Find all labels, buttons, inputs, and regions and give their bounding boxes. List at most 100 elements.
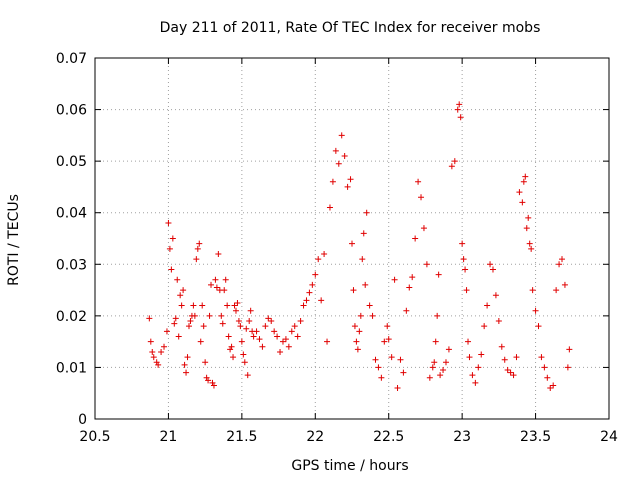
data-point bbox=[222, 276, 229, 283]
data-point bbox=[362, 281, 369, 288]
y-tick-label: 0.03 bbox=[56, 257, 87, 273]
data-point bbox=[381, 338, 388, 345]
data-point bbox=[187, 318, 194, 325]
data-point bbox=[172, 315, 179, 322]
data-point bbox=[460, 256, 467, 263]
x-tick-label: 21.5 bbox=[226, 429, 257, 445]
data-point bbox=[541, 364, 548, 371]
data-point bbox=[241, 359, 248, 366]
data-point bbox=[369, 312, 376, 319]
data-point bbox=[177, 292, 184, 299]
data-point bbox=[240, 351, 247, 358]
data-point bbox=[312, 271, 319, 278]
data-point bbox=[478, 351, 485, 358]
data-point bbox=[435, 271, 442, 278]
data-point bbox=[523, 225, 530, 232]
data-point bbox=[553, 287, 560, 294]
x-tick-label: 22.5 bbox=[373, 429, 404, 445]
data-point bbox=[146, 315, 153, 322]
data-point bbox=[385, 336, 392, 343]
data-point bbox=[566, 346, 573, 353]
data-point bbox=[224, 302, 231, 309]
data-point bbox=[206, 312, 213, 319]
data-point bbox=[341, 152, 348, 159]
data-point bbox=[437, 372, 444, 379]
data-point bbox=[356, 328, 363, 335]
data-point bbox=[359, 256, 366, 263]
data-point bbox=[507, 369, 514, 376]
data-point bbox=[492, 292, 499, 299]
x-tick-label: 24 bbox=[600, 429, 618, 445]
data-point bbox=[231, 302, 238, 309]
data-point bbox=[262, 323, 269, 330]
ticks: 20.5 21 21.5 22 22.5 23 23.5 24 0 0.01 0.02 0.03 0.0… bbox=[56, 51, 618, 445]
data-point bbox=[522, 173, 529, 180]
data-point bbox=[265, 315, 272, 322]
data-point bbox=[516, 189, 523, 196]
data-point bbox=[350, 287, 357, 294]
data-point bbox=[306, 289, 313, 296]
data-point bbox=[297, 318, 304, 325]
data-point bbox=[448, 163, 455, 170]
data-point bbox=[472, 379, 479, 386]
data-point bbox=[153, 359, 160, 366]
data-point bbox=[397, 356, 404, 363]
data-point bbox=[209, 379, 216, 386]
y-tick-label: 0.04 bbox=[56, 206, 87, 222]
data-point bbox=[268, 318, 275, 325]
x-tick-label: 20.5 bbox=[79, 429, 110, 445]
data-point bbox=[403, 307, 410, 314]
data-point bbox=[412, 235, 419, 242]
data-point bbox=[218, 312, 225, 319]
data-point bbox=[203, 374, 210, 381]
data-point bbox=[466, 354, 473, 361]
data-point bbox=[197, 338, 204, 345]
data-point bbox=[432, 338, 439, 345]
data-point bbox=[212, 276, 219, 283]
x-tick-label: 21 bbox=[160, 429, 178, 445]
data-point bbox=[169, 235, 176, 242]
data-point bbox=[174, 276, 181, 283]
data-points bbox=[146, 101, 573, 392]
data-point bbox=[388, 354, 395, 361]
data-point bbox=[171, 320, 178, 327]
data-point bbox=[429, 364, 436, 371]
data-point bbox=[529, 287, 536, 294]
data-point bbox=[456, 101, 463, 108]
data-point bbox=[326, 204, 333, 211]
data-point bbox=[400, 369, 407, 376]
data-point bbox=[475, 364, 482, 371]
data-point bbox=[221, 287, 228, 294]
data-point bbox=[357, 312, 364, 319]
data-point bbox=[147, 338, 154, 345]
data-point bbox=[434, 312, 441, 319]
data-point bbox=[200, 323, 207, 330]
data-point bbox=[243, 325, 250, 332]
y-tick-label: 0 bbox=[78, 412, 87, 428]
data-point bbox=[230, 354, 237, 361]
data-point bbox=[232, 307, 239, 314]
data-point bbox=[227, 346, 234, 353]
data-point bbox=[532, 307, 539, 314]
data-point bbox=[234, 299, 241, 306]
data-point bbox=[366, 302, 373, 309]
data-point bbox=[315, 256, 322, 263]
y-tick-label: 0.06 bbox=[56, 103, 87, 119]
data-point bbox=[445, 346, 452, 353]
data-point bbox=[544, 374, 551, 381]
data-point bbox=[363, 209, 370, 216]
data-point bbox=[253, 328, 260, 335]
data-point bbox=[205, 377, 212, 384]
y-tick-label: 0.05 bbox=[56, 154, 87, 170]
data-point bbox=[459, 240, 466, 247]
data-point bbox=[303, 297, 310, 304]
data-point bbox=[495, 318, 502, 325]
data-point bbox=[535, 323, 542, 330]
data-point bbox=[353, 338, 360, 345]
data-point bbox=[185, 323, 192, 330]
data-point bbox=[431, 359, 438, 366]
data-point bbox=[484, 302, 491, 309]
data-point bbox=[246, 318, 253, 325]
data-point bbox=[469, 372, 476, 379]
data-point bbox=[193, 256, 200, 263]
